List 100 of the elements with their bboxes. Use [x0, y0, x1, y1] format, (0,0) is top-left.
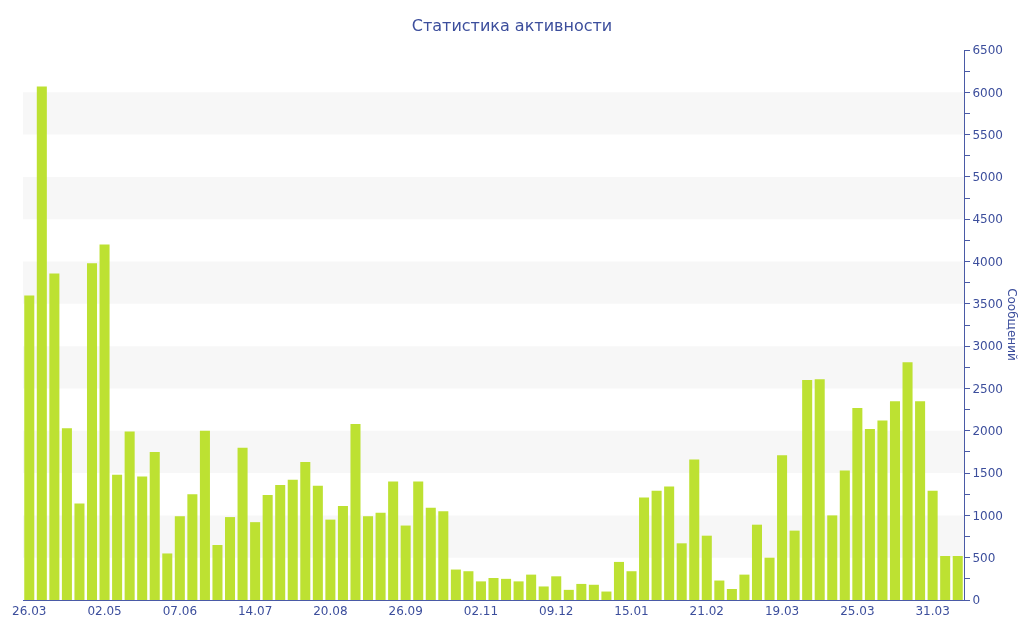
bar: [187, 494, 198, 600]
y-tick-label: 1000: [972, 508, 1003, 523]
bar: [275, 484, 286, 600]
bar: [513, 581, 524, 600]
bar: [651, 490, 662, 600]
bar: [463, 571, 474, 600]
bar: [751, 524, 762, 600]
bar: [49, 273, 60, 600]
bar: [676, 543, 687, 600]
x-tick-label: 31.03: [915, 604, 950, 619]
bar: [413, 481, 424, 600]
bar: [300, 462, 311, 600]
bar: [400, 525, 411, 600]
y-tick-label: 2500: [972, 381, 1003, 396]
y-tick-label: 5000: [972, 170, 1003, 185]
x-tick-label: 21.02: [689, 604, 724, 619]
bar: [24, 295, 35, 600]
bar: [915, 401, 926, 600]
bar: [450, 569, 461, 600]
x-tick-label: 20.08: [313, 604, 348, 619]
bar: [149, 451, 160, 600]
bar: [74, 503, 85, 600]
bar: [174, 516, 185, 600]
y-tick-label: 1500: [972, 466, 1003, 481]
x-tick-label: 02.11: [463, 604, 499, 619]
bar: [839, 470, 850, 600]
bar: [237, 447, 248, 600]
bar: [375, 512, 386, 600]
bar: [802, 380, 813, 600]
bar: [250, 522, 261, 600]
x-tick-label: 14.07: [237, 604, 273, 619]
bar: [388, 481, 399, 600]
bar: [902, 362, 913, 600]
bar: [112, 474, 123, 600]
x-tick-label: 25.03: [840, 604, 875, 619]
y-tick-label: 2000: [972, 423, 1003, 438]
x-tick-label: 07.06: [162, 604, 198, 619]
bar: [852, 407, 863, 600]
bar: [576, 583, 587, 600]
bar: [814, 379, 825, 600]
bar: [350, 424, 361, 600]
x-tick-label: 02.05: [87, 604, 122, 619]
bar: [940, 556, 951, 600]
bar: [425, 507, 436, 600]
x-tick-label: 09.12: [539, 604, 574, 619]
y-tick-label: 500: [972, 550, 996, 565]
bar: [764, 557, 775, 600]
x-tick-label: 26.03: [12, 604, 47, 619]
y-tick-label: 4500: [972, 212, 1003, 227]
bar: [287, 479, 298, 600]
bar: [563, 589, 574, 600]
bar: [889, 401, 901, 600]
x-tick-label: 26.09: [388, 604, 423, 619]
bar: [312, 485, 323, 600]
bar: [689, 459, 700, 600]
bar: [99, 244, 110, 600]
bar: [488, 578, 499, 600]
bar: [86, 263, 98, 600]
bar: [162, 553, 173, 600]
y-tick-label: 0: [972, 593, 981, 608]
bar: [588, 584, 599, 600]
bar: [827, 515, 838, 600]
bar: [538, 586, 549, 600]
y-tick-label: 3500: [972, 297, 1003, 312]
bar: [137, 476, 148, 600]
bar: [337, 506, 348, 600]
bar: [664, 486, 675, 600]
bar: [475, 581, 486, 600]
bar: [225, 517, 236, 600]
bar: [864, 429, 875, 600]
bar: [262, 495, 273, 600]
bar: [363, 516, 374, 600]
bar: [601, 591, 612, 600]
bar: [714, 580, 725, 600]
y-tick-label: 4000: [972, 254, 1003, 269]
bar: [501, 578, 512, 600]
bar: [325, 519, 336, 600]
bar: [877, 420, 888, 600]
bar: [613, 561, 624, 600]
x-tick-label: 19.03: [764, 604, 800, 619]
y-tick-label: 3000: [972, 339, 1003, 354]
bar: [124, 431, 135, 600]
bar: [952, 556, 963, 600]
x-tick-label: 15.01: [614, 604, 649, 619]
bar: [726, 589, 737, 600]
y-tick-label: 6000: [972, 85, 1003, 100]
y-tick-label: 5500: [972, 127, 1003, 142]
bar: [199, 430, 210, 600]
bar: [526, 574, 537, 600]
bar: [551, 576, 562, 600]
bar: [438, 511, 449, 600]
bar: [789, 530, 800, 600]
bar: [777, 455, 788, 600]
y-tick-label: 6500: [972, 43, 1003, 58]
bar: [36, 86, 47, 600]
bar: [626, 571, 637, 600]
chart-title: Статистика активности: [411, 15, 613, 35]
bar: [61, 428, 72, 600]
y-axis-title: Сообщений: [1004, 288, 1019, 361]
bar: [927, 490, 938, 600]
